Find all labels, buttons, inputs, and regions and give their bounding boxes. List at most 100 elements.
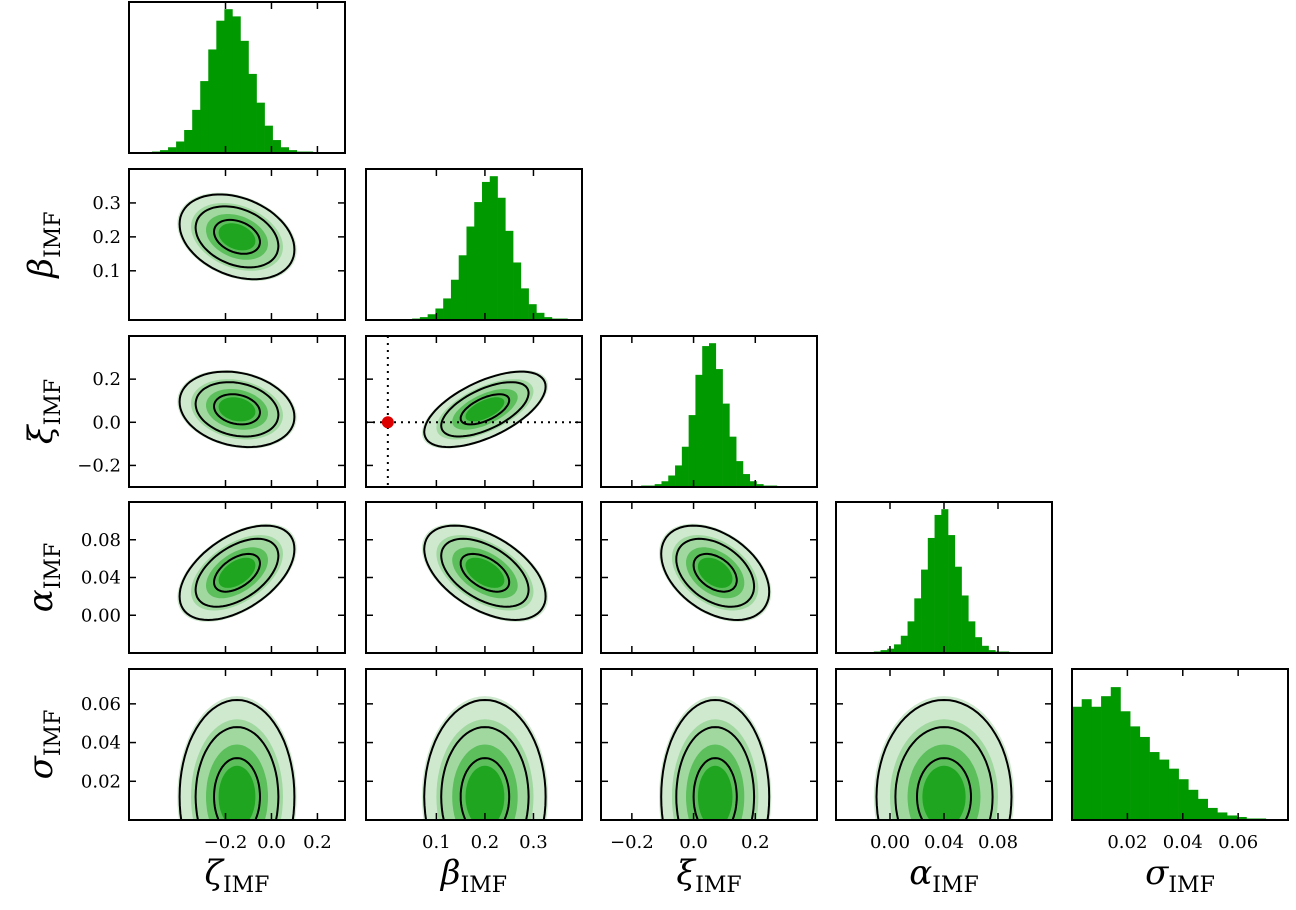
contour-line — [440, 381, 530, 438]
contour-line — [440, 537, 530, 608]
contour-line — [692, 552, 738, 593]
hist-bar — [981, 645, 989, 653]
x-tick-label: 0.04 — [924, 832, 964, 853]
hist-bar — [1207, 807, 1218, 820]
hist-bar — [184, 129, 193, 153]
hist-bar — [458, 255, 467, 320]
axis-subscript: IMF — [932, 873, 978, 898]
hist-bar — [722, 403, 730, 487]
contour-line — [212, 757, 262, 820]
axis-symbol: σ — [21, 755, 61, 779]
hist-bar — [961, 595, 969, 653]
panel — [177, 523, 297, 622]
x-tick-label: 0.00 — [870, 832, 910, 853]
panel-frame — [600, 668, 818, 821]
panel — [177, 696, 297, 820]
y-tick-label: 0.06 — [81, 694, 121, 715]
panel — [177, 192, 297, 281]
density-fill — [697, 765, 733, 820]
hist-bar — [450, 279, 460, 320]
hist-bar — [688, 415, 696, 487]
panel-frame — [128, 668, 346, 821]
hist-bar — [1178, 779, 1189, 820]
axis-label: σIMF — [21, 710, 66, 780]
hist-bar — [975, 637, 983, 653]
axis-symbol: β — [21, 258, 61, 280]
y-tick-label: 0.3 — [92, 193, 121, 214]
density-fill — [218, 397, 256, 422]
axis-symbol: α — [909, 853, 932, 893]
hist-bar — [1101, 696, 1112, 820]
hist-bar — [756, 484, 764, 487]
hist-bar — [192, 109, 201, 153]
contour-line — [459, 552, 511, 593]
hist-bar — [661, 481, 669, 487]
contour-line — [894, 726, 994, 820]
panel — [177, 370, 297, 449]
x-tick-label: −0.2 — [204, 832, 248, 853]
axis-label: αIMF — [909, 853, 978, 898]
contour-line — [423, 524, 547, 622]
x-tick-label: 0.1 — [422, 832, 451, 853]
axis-symbol: ζ — [205, 853, 226, 893]
hist-bar — [1188, 789, 1199, 820]
contour-line — [212, 552, 262, 593]
hist-bar — [240, 40, 249, 153]
contour-line — [178, 193, 296, 281]
hist-bar — [272, 140, 281, 153]
hist-bar — [907, 621, 915, 653]
contour-line — [212, 393, 262, 426]
panel — [873, 696, 1015, 820]
hist-bar — [1072, 706, 1082, 820]
panel — [659, 696, 772, 820]
hist-bar — [474, 202, 483, 320]
contour-line — [212, 218, 262, 255]
panel — [151, 9, 314, 153]
hist-bar — [466, 226, 475, 320]
hist-bar — [489, 176, 498, 320]
contour-line — [194, 205, 280, 269]
hist-bar — [736, 461, 744, 487]
contour-line — [675, 537, 756, 608]
hist-bar — [505, 230, 514, 320]
density-fill — [465, 557, 505, 588]
hist-bar — [941, 509, 949, 653]
contour-line — [692, 757, 738, 820]
axis-subscript: IMF — [223, 873, 269, 898]
x-tick-label: 0.2 — [741, 832, 770, 853]
hist-bar — [200, 81, 209, 153]
hist-bar — [1139, 736, 1150, 820]
axis-symbol: β — [439, 853, 461, 893]
hist-bar — [934, 514, 942, 653]
x-tick-label: 0.0 — [257, 832, 286, 853]
hist-bar — [968, 621, 976, 653]
x-tick-label: 0.02 — [1107, 832, 1147, 853]
density-fill — [465, 397, 505, 422]
hist-bar — [988, 650, 996, 653]
hist-bar — [1227, 815, 1238, 820]
y-tick-label: 0.08 — [81, 530, 121, 551]
hist-bar — [702, 346, 710, 487]
hist-bar — [1159, 759, 1170, 820]
x-tick-label: 0.04 — [1163, 832, 1203, 853]
contour-line — [423, 370, 547, 449]
panel — [421, 523, 548, 622]
hist-bar — [280, 147, 290, 153]
axis-subscript: IMF — [41, 710, 66, 756]
axis-subscript: IMF — [41, 379, 66, 425]
panel-frame — [365, 668, 583, 821]
hist-bar — [224, 9, 233, 153]
hist-bar — [927, 537, 935, 653]
axis-symbol: ξ — [21, 423, 61, 444]
density-fill — [697, 557, 733, 588]
hist-bar — [900, 635, 908, 653]
panel-frame — [365, 335, 583, 488]
contour-line — [194, 381, 280, 438]
axis-subscript: IMF — [41, 211, 66, 257]
hist-bar — [668, 475, 676, 487]
x-tick-label: 0.0 — [679, 832, 708, 853]
x-tick-label: 0.2 — [303, 832, 332, 853]
hist-bar — [880, 650, 888, 653]
hist-bar — [921, 569, 929, 653]
axis-label: αIMF — [21, 543, 66, 612]
